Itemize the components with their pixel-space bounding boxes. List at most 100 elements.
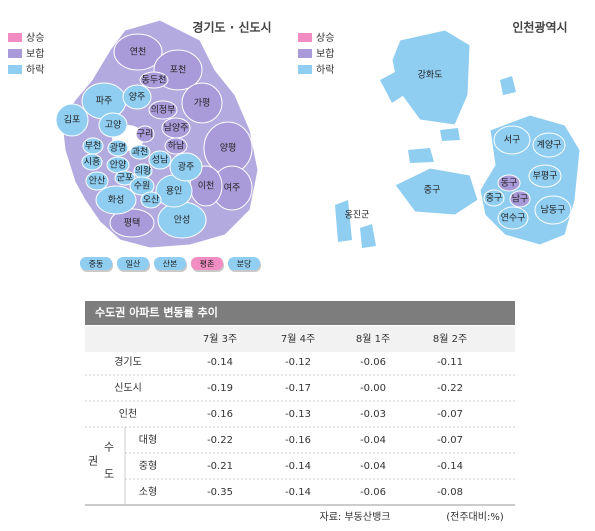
region xyxy=(528,164,562,188)
cell: -0.03 xyxy=(360,409,386,420)
region-label: 남양주 xyxy=(164,123,189,134)
yeongjong-island xyxy=(394,167,479,216)
region-label: 남구 xyxy=(512,194,529,205)
region xyxy=(129,144,151,160)
region-label: 여주 xyxy=(224,182,241,194)
region-label: 연천 xyxy=(130,47,147,58)
region xyxy=(534,195,572,225)
region-label: 구리 xyxy=(137,129,154,140)
row-label: 경기도 xyxy=(114,355,142,368)
cell: -0.21 xyxy=(207,461,233,472)
region xyxy=(85,171,109,191)
cell: -0.04 xyxy=(360,461,386,472)
row-label: 인천 xyxy=(119,408,137,420)
cell: -0.07 xyxy=(437,409,463,420)
cell: -0.14 xyxy=(285,461,311,472)
region-label: 의정부 xyxy=(151,105,176,116)
region-label: 김포 xyxy=(64,114,81,126)
region xyxy=(95,185,137,215)
cell: -0.04 xyxy=(360,435,386,446)
cell: -0.13 xyxy=(285,409,311,420)
column-header-band xyxy=(85,326,515,352)
new-town-label: 평촌 xyxy=(200,259,215,269)
new-town-label: 산본 xyxy=(163,259,178,269)
ganghwa-island xyxy=(391,29,471,126)
row-label: 중형 xyxy=(139,460,157,472)
legend-swatch xyxy=(8,49,22,58)
region xyxy=(532,132,566,158)
region-label: 중구 xyxy=(486,193,503,204)
region xyxy=(122,84,152,110)
region-label: 수원 xyxy=(134,181,151,192)
region xyxy=(148,100,178,120)
region xyxy=(81,153,103,171)
new-town-button xyxy=(80,257,112,270)
new-town-label: 일산 xyxy=(126,259,141,269)
region xyxy=(148,150,172,170)
region-label: 계양구 xyxy=(537,139,562,151)
region xyxy=(107,139,129,157)
legend-label: 하락 xyxy=(316,63,334,76)
column-header: 8월 2주 xyxy=(433,333,467,345)
region xyxy=(55,103,89,137)
region-label: 의왕 xyxy=(135,166,152,177)
cell: -0.22 xyxy=(437,383,463,394)
cell: -0.16 xyxy=(285,435,311,446)
region xyxy=(181,82,223,124)
island xyxy=(360,224,376,248)
cell: -0.12 xyxy=(285,357,311,368)
region-label: 부천 xyxy=(85,141,102,152)
region xyxy=(509,190,531,208)
cell: -0.07 xyxy=(437,435,463,446)
table-title: 수도권 아파트 변동률 추이 xyxy=(95,305,218,319)
region-label: 오산 xyxy=(143,195,160,206)
region-label: 양평 xyxy=(220,143,237,154)
region xyxy=(497,206,529,230)
region-label: 용인 xyxy=(166,186,183,197)
region-label: 광주 xyxy=(178,161,195,173)
legend-label: 보합 xyxy=(26,48,44,60)
region xyxy=(169,152,203,182)
region xyxy=(493,125,531,155)
region-label: 부평구 xyxy=(533,171,558,182)
region-label: 안성 xyxy=(174,215,191,226)
legend-swatch xyxy=(298,65,312,74)
region-label: 안양 xyxy=(110,160,127,171)
new-town-label: 중동 xyxy=(89,260,104,269)
region-label: 과천 xyxy=(132,147,149,158)
cell: -0.08 xyxy=(437,487,463,498)
island xyxy=(408,148,434,163)
legend-label: 상승 xyxy=(316,32,334,44)
region-label: 옹진군 xyxy=(345,210,370,221)
region-label: 남동구 xyxy=(541,205,566,216)
legend-label: 상승 xyxy=(26,32,44,44)
region xyxy=(139,71,169,89)
region-label: 동두천 xyxy=(142,75,167,86)
legend-swatch xyxy=(298,49,312,58)
legend-label: 보합 xyxy=(316,48,334,60)
region-label: 하남 xyxy=(168,141,185,152)
region-label: 안산 xyxy=(89,176,106,187)
cell: -0.22 xyxy=(207,435,233,446)
group-label: 수도권 xyxy=(86,441,115,495)
region xyxy=(98,112,128,138)
legend-label: 하락 xyxy=(26,63,44,76)
region-label: 동구 xyxy=(501,178,518,189)
region-label: 가평 xyxy=(194,98,211,109)
cell: -0.16 xyxy=(207,409,233,420)
region-label: 연수구 xyxy=(501,213,526,224)
region xyxy=(164,137,188,155)
region-label: 파주 xyxy=(96,96,113,107)
map-title: 인천광역시 xyxy=(512,20,567,35)
column-header: 7월 3주 xyxy=(203,333,237,345)
region xyxy=(113,33,163,71)
island xyxy=(335,200,352,242)
new-town-button xyxy=(191,257,223,270)
map-title: 경기도 · 신도시 xyxy=(192,20,271,35)
island xyxy=(380,72,404,103)
new-town-button xyxy=(154,257,186,270)
region-label: 서구 xyxy=(504,135,521,146)
legend-swatch xyxy=(8,65,22,74)
legend-swatch xyxy=(298,33,312,42)
